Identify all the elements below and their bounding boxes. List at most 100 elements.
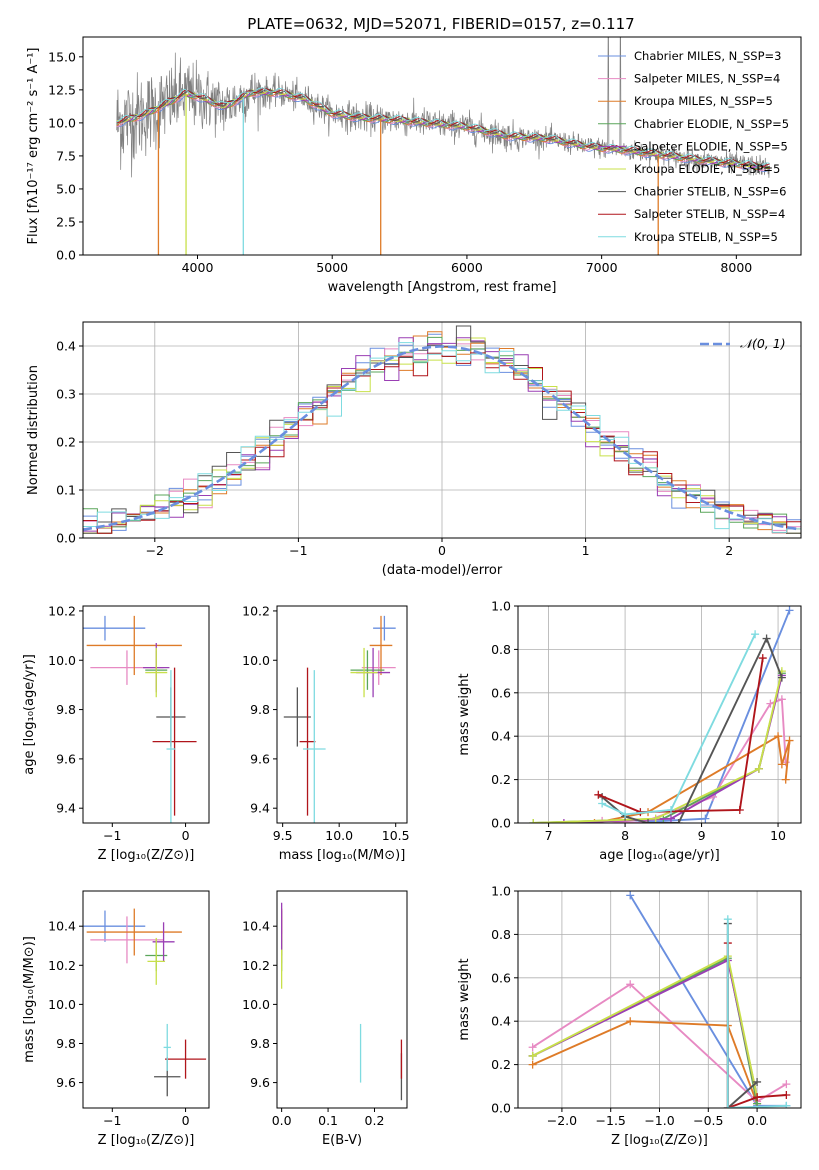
y-tick-label: 10.4 — [242, 919, 270, 934]
charts: 4000 5000 6000 7000 80000.02.55.07.510.012.5… — [22, 36, 802, 1148]
age_vs_mass-plot — [283, 615, 396, 823]
x-tick-label: 5000 — [316, 260, 348, 275]
y-tick-label: 1.0 — [491, 599, 511, 614]
y-tick-label: 0.0 — [491, 816, 511, 831]
weight-marker — [777, 673, 786, 682]
y-tick-label: 0.0 — [491, 1101, 511, 1116]
y-tick-label: 9.8 — [250, 702, 270, 717]
y-tick-label: 7.5 — [56, 148, 76, 163]
weight-marker — [674, 819, 683, 823]
y-tick-label: 10.2 — [242, 958, 270, 973]
axes-frame — [82, 36, 802, 256]
y-axis-label: Normed distribution — [26, 365, 41, 495]
legend-entry: Salpeter ELODIE, N_SSP=5 — [634, 139, 788, 153]
frame-weight_vs_Z: −2.0 −1.5 −1.0 −0.5 0.0 0.0 0.2 0.4 0.6 0.8 1.0 Z [… — [457, 884, 802, 1148]
mass_vs_Z-plot — [83, 908, 207, 1097]
x-axis-label: Z [log₁₀(Z/Z⊙)] — [98, 848, 195, 863]
y-tick-label: 10.4 — [48, 919, 76, 934]
y-tick-label: 0.6 — [491, 685, 511, 700]
legend-entry: 𝒩(0, 1) — [740, 336, 786, 351]
weight-marker — [651, 814, 660, 823]
legend-entry: Chabrier MILES, N_SSP=3 — [634, 49, 781, 63]
weight-marker — [758, 654, 767, 663]
y-tick-label: 10.2 — [48, 603, 76, 618]
weight-marker — [781, 775, 790, 784]
x-tick-label: 9.5 — [273, 828, 293, 843]
weight-marker — [529, 819, 538, 823]
axes-frame — [276, 605, 408, 824]
y-tick-label: 9.8 — [56, 702, 76, 717]
weight-line-chabrier_elodie — [532, 956, 759, 1104]
weight-line-salpeter_stelib — [597, 657, 764, 814]
weight-marker — [785, 736, 794, 745]
axes-frame — [276, 890, 408, 1109]
frame-weight_vs_age: 7 8 9 10 0.0 0.2 0.4 0.6 0.8 1.0 age [log₁₀(age/yr… — [457, 599, 802, 863]
frame-mass_vs_Z: −1 0 9.6 9.8 10.0 10.2 10.4 Z [log₁₀(Z/Z⊙)] mass… — [22, 890, 210, 1148]
y-tick-label: 9.6 — [250, 751, 270, 766]
age_vs_Z-plot — [83, 615, 197, 823]
y-tick-label: 10.0 — [242, 653, 270, 668]
spectrum-plot — [116, 37, 771, 255]
weight-marker — [723, 915, 732, 924]
weight-marker — [782, 1101, 791, 1108]
x-tick-label: 4000 — [182, 260, 214, 275]
y-axis-label: mass [log₁₀(M/M⊙)] — [22, 936, 37, 1063]
x-tick-label: 7000 — [586, 260, 618, 275]
weight-marker — [754, 764, 763, 773]
y-tick-label: 2.5 — [56, 214, 76, 229]
legend-entry: Kroupa STELIB, N_SSP=5 — [634, 230, 778, 244]
weight-marker — [559, 819, 568, 823]
model-spectrum-kroupa_stelib — [116, 87, 770, 167]
weight-marker — [723, 1104, 732, 1108]
x-tick-label: −2 — [146, 543, 164, 558]
y-tick-label: 1.0 — [491, 884, 511, 899]
y-tick-label: 15.0 — [48, 49, 76, 64]
weight-marker — [528, 1060, 537, 1069]
axes-weight_vs_age — [518, 605, 801, 824]
y-tick-label: 0.6 — [491, 970, 511, 985]
weight-marker — [626, 1017, 635, 1026]
y-tick-label: 0.4 — [491, 1014, 511, 1029]
y-tick-label: 0.1 — [56, 483, 76, 498]
y-tick-label: 0.8 — [491, 927, 511, 942]
y-tick-label: 10.0 — [48, 653, 76, 668]
legend-entry: Kroupa MILES, N_SSP=5 — [634, 94, 773, 108]
x-tick-label: 0.0 — [747, 1113, 767, 1128]
weight-line-salpeter_miles — [532, 983, 787, 1103]
x-tick-label: 0.1 — [318, 1113, 338, 1128]
y-tick-label: 9.8 — [56, 1036, 76, 1051]
x-tick-label: 8000 — [720, 260, 752, 275]
y-axis-label: mass weight — [457, 958, 472, 1040]
frame-mass_vs_ebv: 0.0 0.1 0.2 9.6 9.8 10.0 10.2 10.4 E(B-V) — [242, 890, 408, 1148]
y-tick-label: 0.0 — [56, 531, 76, 546]
x-axis-label: Z [log₁₀(Z/Z⊙)] — [611, 1133, 708, 1148]
weight-line-kroupa_elodie — [533, 670, 783, 823]
x-tick-label: −1 — [103, 1113, 121, 1128]
weight-line-chabrier_elodie — [533, 673, 783, 823]
weight-marker — [598, 799, 607, 808]
y-tick-label: 9.8 — [250, 1036, 270, 1051]
weight-marker — [777, 760, 786, 769]
x-tick-label: 0.0 — [272, 1113, 292, 1128]
weight_vs_Z-plot — [528, 891, 791, 1108]
x-axis-label: age [log₁₀(age/yr)] — [599, 848, 720, 863]
frame-spectrum: 4000 5000 6000 7000 8000 0.0 2.5 5.0 7.5 10.0 12.5… — [26, 36, 802, 295]
x-tick-label: −2.0 — [547, 1113, 577, 1128]
weight-marker — [766, 699, 775, 708]
axes-frame — [82, 890, 210, 1109]
x-tick-label: 10.0 — [325, 828, 353, 843]
weight-marker — [666, 814, 675, 823]
weight-marker — [753, 1093, 762, 1102]
legend-entry: Chabrier ELODIE, N_SSP=5 — [634, 117, 789, 131]
y-tick-label: 0.4 — [491, 729, 511, 744]
figure-title: PLATE=0632, MJD=52071, FIBERID=0157, z=0… — [247, 15, 634, 33]
x-tick-label: −1 — [289, 543, 307, 558]
legend-entry: Salpeter MILES, N_SSP=4 — [634, 72, 780, 86]
frame-residuals: −2 −1 0 1 2 0.0 0.1 0.2 0.3 0.4 (data-model)/error… — [26, 321, 802, 578]
y-tick-label: 9.4 — [250, 801, 270, 816]
y-axis-label: mass weight — [457, 673, 472, 755]
x-tick-label: −0.5 — [693, 1113, 723, 1128]
weight-marker — [528, 1051, 537, 1060]
x-tick-label: 7 — [545, 828, 553, 843]
